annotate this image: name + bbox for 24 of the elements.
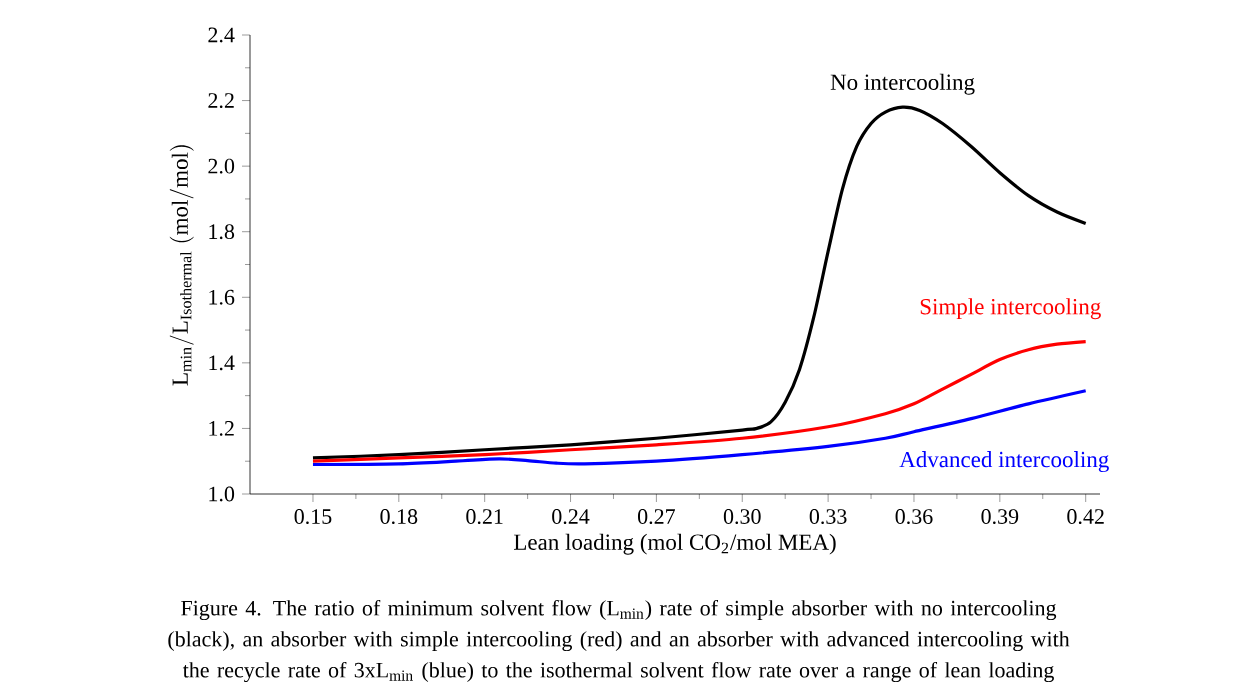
x-tick-label: 0.15	[294, 509, 332, 525]
series-label: No intercooling	[830, 73, 975, 95]
x-tick-label: 0.27	[638, 509, 675, 525]
x-tick-label: 0.24	[552, 509, 590, 525]
y-tick-label: 1.4	[209, 355, 235, 371]
y-axis-title: $\mathrm{L_{min}/L_{Isothermal}\ (mol/mol)}$	[169, 145, 194, 386]
x-axis-title: Lean loading (mol CO$_{2}$/mol MEA)	[514, 533, 836, 555]
x-tick-label: 0.21	[466, 509, 503, 525]
y-tick-label: 2.4	[208, 27, 235, 43]
x-tick-label: 0.36	[895, 509, 933, 525]
y-tick-label: 1.2	[209, 421, 234, 436]
caption: Figure 4. The ratio of minimum solvent flow (L$_{min}$) rate of simple absorber with no intercooling (black), an absorber with simple intercooling (red) and an absorber with advanced intercooling with the recycle rate of 3xL$_{min}$ (blue) to the isothermal solvent flow rate over a range of lean loading	[168, 599, 1070, 683]
x-tick-label: 0.39	[981, 509, 1019, 525]
x-tick-label: 0.18	[380, 509, 418, 525]
y-tick-label: 1.6	[209, 289, 235, 305]
y-tick-label: 2.2	[208, 93, 234, 109]
x-tick-label: 0.42	[1067, 509, 1104, 525]
x-tick-label: 0.30	[723, 509, 761, 525]
series-label: Simple intercooling	[920, 298, 1101, 320]
y-tick-label: 2.0	[208, 158, 235, 174]
series-label: Advanced intercooling	[899, 451, 1109, 473]
x-tick-label: 0.33	[809, 509, 847, 525]
y-tick-label: 1.8	[209, 224, 235, 240]
y-tick-label: 1.0	[209, 486, 235, 502]
